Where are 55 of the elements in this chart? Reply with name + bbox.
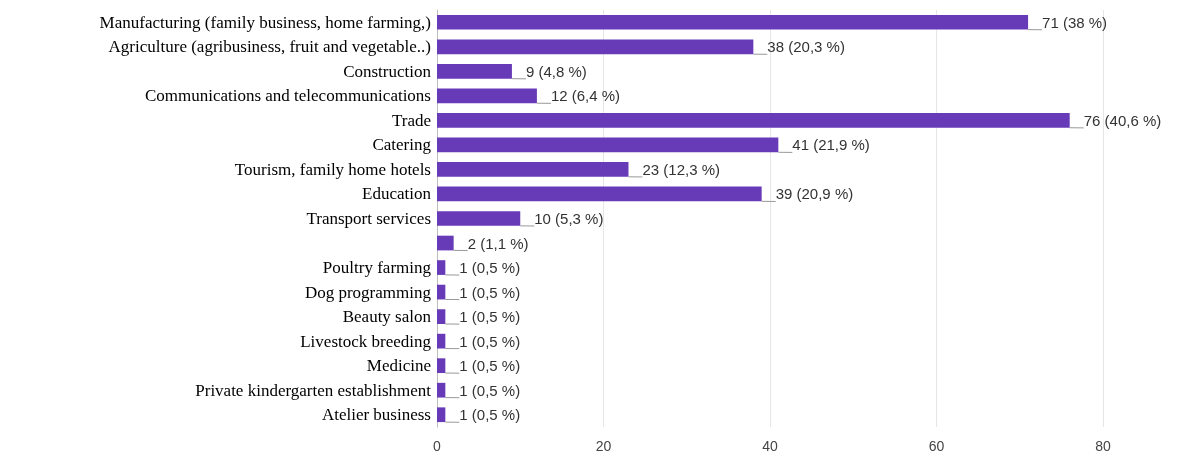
x-tick-label: 0 [433, 438, 442, 454]
y-tick-label: Medicine [366, 356, 431, 376]
data-label: 41 (21,9 %) [792, 136, 870, 154]
data-label: 10 (5,3 %) [534, 210, 604, 227]
y-tick-label: Agriculture (agribusiness, fruit and vegetable..) [108, 37, 431, 57]
data-label: 1 (0,5 %) [459, 283, 521, 301]
data-label: 23 (12,3 %) [642, 160, 721, 178]
y-tick-label: Poultry farming [322, 258, 432, 278]
bar [437, 14, 1029, 30]
bar [437, 407, 446, 423]
y-tick-label: Trade [391, 110, 431, 130]
bar [437, 137, 779, 153]
data-label: 71 (38 %) [1042, 13, 1108, 31]
bar [437, 211, 521, 226]
y-tick-label: Construction [343, 61, 432, 81]
data-label: 1 (0,5 %) [459, 381, 521, 399]
data-label: 9 (4,8 %) [525, 62, 587, 80]
bar [437, 186, 762, 202]
data-label: 76 (40,6 %) [1083, 111, 1162, 129]
bar [437, 113, 1070, 128]
bar [437, 260, 446, 275]
data-label: 1 (0,5 %) [459, 308, 521, 326]
x-tick-label: 80 [1095, 438, 1111, 454]
y-tick-label: Livestock breeding [300, 331, 432, 351]
x-tick-label: 60 [928, 438, 945, 454]
bar [437, 358, 446, 374]
bar [437, 333, 446, 349]
y-tick-label: Dog programming [304, 282, 432, 302]
bar [437, 39, 754, 55]
y-tick-label: Manufacturing (family business, home farming,) [99, 12, 431, 32]
y-tick-label: Catering [372, 135, 432, 155]
y-tick-label: Education [362, 184, 432, 204]
data-label: 1 (0,5 %) [459, 332, 521, 350]
data-label: 2 (1,1 %) [467, 234, 529, 252]
y-tick-label: Beauty salon [342, 307, 432, 327]
y-tick-label: Atelier business [321, 405, 431, 425]
x-tick-label: 40 [762, 438, 778, 454]
bar [437, 88, 537, 104]
data-label: 1 (0,5 %) [459, 406, 521, 424]
data-label: 1 (0,5 %) [459, 357, 521, 375]
y-tick-label: Tourism, family home hotels [234, 159, 431, 179]
bar [437, 284, 446, 300]
y-tick-label: Transport services [306, 209, 431, 228]
data-label: 39 (20,9 %) [775, 185, 854, 203]
data-label: 38 (20,3 %) [767, 38, 845, 56]
data-label: 12 (6,4 %) [550, 87, 621, 105]
bar [437, 162, 629, 177]
x-tick-label: 20 [595, 438, 612, 454]
bar [437, 235, 454, 251]
bar [437, 63, 512, 79]
bar [437, 309, 446, 324]
y-tick-label: Private kindergarten establishment [195, 380, 432, 400]
data-label: 1 (0,5 %) [459, 259, 521, 277]
y-tick-label: Communications and telecommunications [144, 86, 431, 106]
bar [437, 382, 446, 398]
